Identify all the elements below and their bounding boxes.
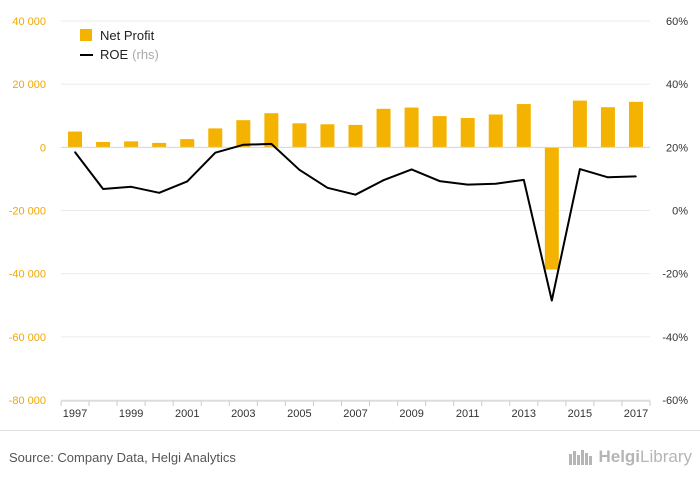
roe-point — [102, 188, 104, 190]
x-axis-tick-label: 2013 — [512, 408, 536, 420]
roe-point — [579, 168, 581, 170]
left-axis: 40 000 20 000 0 -20 000 -40 000 -60 000 -80 00… — [9, 16, 46, 407]
roe-point — [354, 193, 357, 196]
net-profit-bar — [488, 114, 503, 148]
x-axis-tick-label: 2007 — [343, 408, 367, 420]
net-profit-bar — [572, 100, 587, 148]
books-icon — [569, 450, 593, 465]
net-profit-bars — [68, 100, 643, 270]
roe-point — [74, 151, 76, 153]
net-profit-bar — [348, 124, 363, 148]
x-axis: 1997 1999 2001 2003 2005 2007 2009 2011 2013 2015… — [60, 400, 651, 420]
right-axis-tick-label: 0% — [672, 206, 688, 218]
roe-line-group — [74, 142, 637, 302]
legend-swatch-net-profit — [80, 29, 92, 41]
roe-point — [214, 151, 217, 154]
right-axis-tick-label: 60% — [666, 16, 688, 28]
net-profit-bar — [180, 139, 195, 148]
net-profit-bar — [236, 120, 251, 148]
net-profit-bar — [124, 141, 139, 148]
left-axis-tick-label: 20 000 — [12, 79, 46, 91]
net-profit-bar — [628, 101, 643, 148]
roe-point — [382, 179, 385, 181]
left-axis-tick-label: -20 000 — [9, 206, 46, 218]
net-profit-bar — [404, 107, 419, 148]
roe-point — [551, 299, 553, 302]
chart: 40 000 20 000 0 -20 000 -40 000 -60 000 -80 00… — [9, 16, 689, 420]
roe-point — [494, 182, 497, 185]
net-profit-bar — [96, 141, 111, 148]
roe-point — [242, 144, 245, 146]
net-profit-bar — [152, 142, 167, 148]
x-axis-tick-label: 2001 — [175, 408, 199, 420]
right-axis-tick-label: -40% — [662, 332, 688, 344]
net-profit-bar — [600, 107, 615, 148]
roe-point — [466, 183, 469, 186]
roe-point — [522, 179, 525, 181]
net-profit-bar — [68, 131, 83, 148]
right-axis-tick-label: 20% — [666, 142, 688, 154]
left-axis-tick-label: -60 000 — [9, 332, 46, 344]
legend-label-roe: ROE — [100, 47, 129, 62]
x-axis-tick-label: 2015 — [568, 408, 592, 420]
right-axis: 60% 40% 20% 0% -20% -40% -60% — [662, 16, 688, 407]
roe-point — [438, 180, 441, 182]
roe-point — [158, 192, 160, 194]
net-profit-bar — [320, 124, 335, 148]
roe-point — [635, 175, 637, 178]
left-axis-tick-label: 0 — [40, 142, 46, 154]
net-profit-bar — [292, 123, 307, 148]
x-axis-tick-label: 1997 — [63, 408, 87, 420]
legend-label-roe-suffix: (rhs) — [132, 47, 159, 62]
legend-label-net-profit: Net Profit — [100, 28, 155, 43]
left-axis-tick-label: 40 000 — [12, 16, 46, 28]
logo-text-helgi: Helgi — [598, 447, 641, 466]
net-profit-bar — [264, 113, 279, 148]
right-axis-tick-label: -60% — [662, 395, 688, 407]
roe-point — [410, 168, 413, 171]
x-axis-tick-label: 2005 — [287, 408, 311, 420]
legend: Net Profit ROE (rhs) — [80, 28, 159, 62]
net-profit-bar — [460, 117, 475, 148]
roe-point — [186, 180, 189, 183]
net-profit-bar — [208, 128, 223, 148]
net-profit-bar — [544, 147, 559, 270]
left-axis-tick-label: -40 000 — [9, 269, 46, 281]
x-axis-tick-label: 1999 — [119, 408, 143, 420]
roe-point — [607, 176, 609, 179]
right-axis-tick-label: -20% — [662, 269, 688, 281]
roe-point — [270, 143, 273, 145]
right-axis-tick-label: 40% — [666, 79, 688, 91]
roe-point — [298, 168, 301, 171]
roe-point — [326, 186, 329, 189]
net-profit-bar — [516, 104, 531, 148]
roe-point — [130, 186, 132, 188]
x-axis-tick-label: 2011 — [456, 408, 480, 420]
logo-text-library: Library — [640, 447, 692, 466]
source-note: Source: Company Data, Helgi Analytics — [9, 450, 236, 465]
footer-divider — [0, 430, 700, 431]
gridlines — [61, 20, 650, 401]
x-axis-tick-label: 2003 — [231, 408, 255, 420]
x-axis-tick-label: 2017 — [624, 408, 648, 420]
helgi-library-logo[interactable]: Helgi Library — [568, 447, 692, 467]
x-axis-tick-label: 2009 — [399, 408, 423, 420]
net-profit-bar — [432, 116, 447, 148]
net-profit-bar — [376, 108, 391, 148]
left-axis-tick-label: -80 000 — [9, 395, 46, 407]
